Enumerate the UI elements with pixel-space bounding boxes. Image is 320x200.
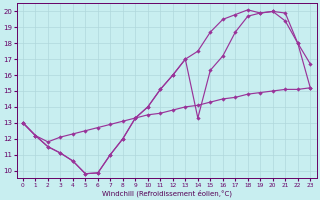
X-axis label: Windchill (Refroidissement éolien,°C): Windchill (Refroidissement éolien,°C) bbox=[101, 189, 232, 197]
